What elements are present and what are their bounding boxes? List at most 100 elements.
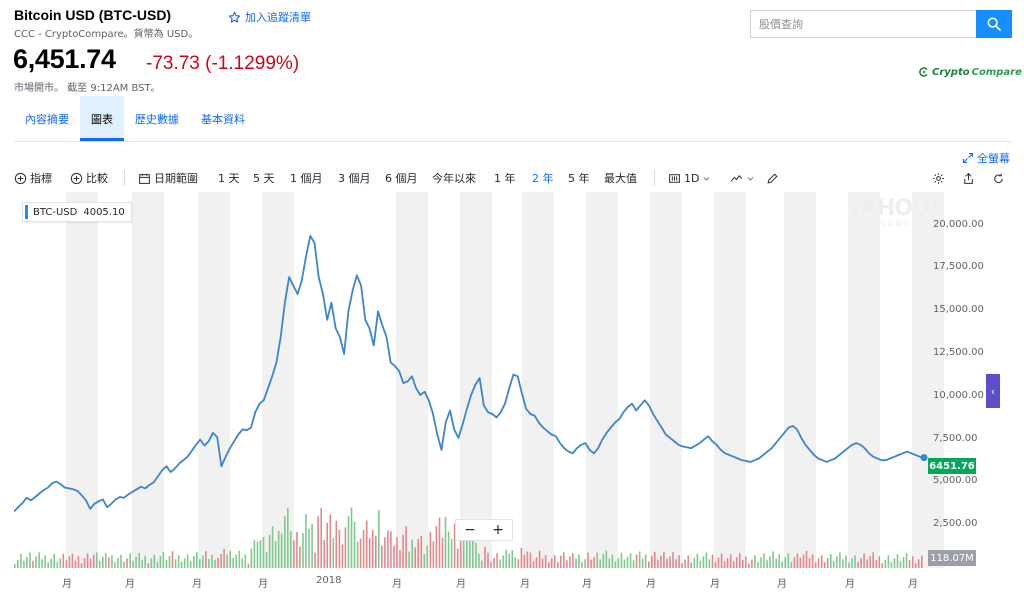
volume-bar — [817, 558, 820, 568]
volume-bar — [529, 552, 532, 568]
volume-bar — [402, 534, 404, 569]
series-legend[interactable]: BTC-USD 4005.10 — [22, 202, 132, 222]
settings-button[interactable] — [932, 166, 945, 190]
tab-chart[interactable]: 圖表 — [80, 96, 124, 141]
tab-profile[interactable]: 基本資料 — [201, 112, 245, 126]
volume-bar — [478, 553, 480, 568]
range-1y[interactable]: 1 年 — [494, 172, 516, 185]
volume-bar — [259, 540, 262, 569]
volume-bar — [466, 539, 468, 568]
chevron-down-icon — [747, 176, 754, 181]
chart-band — [650, 192, 682, 568]
volume-bar — [262, 537, 265, 568]
zoom-in-button[interactable]: + — [492, 522, 504, 538]
volume-bar — [65, 560, 68, 568]
volume-bar — [44, 555, 46, 568]
volume-bar — [429, 531, 432, 568]
chevron-down-icon — [704, 176, 710, 181]
volume-bar — [111, 555, 113, 568]
volume-bar — [796, 553, 799, 568]
volume-bar — [496, 553, 498, 568]
volume-bar — [126, 558, 128, 568]
range-1d[interactable]: 1 天 — [218, 172, 240, 185]
volume-bar — [544, 555, 547, 568]
volume-bar — [669, 556, 671, 568]
volume-bar — [226, 554, 228, 568]
volume-bar — [38, 552, 40, 568]
range-1m[interactable]: 1 個月 — [290, 172, 323, 185]
chart-type-dropdown[interactable] — [730, 166, 755, 190]
volume-bar — [547, 562, 550, 568]
volume-bar — [732, 561, 735, 568]
volume-bar — [745, 556, 747, 568]
range-3m[interactable]: 3 個月 — [338, 172, 371, 185]
volume-bar — [35, 556, 37, 568]
reset-button[interactable] — [992, 166, 1005, 190]
volume-bar — [117, 557, 119, 568]
volume-bar — [781, 561, 783, 568]
volume-bar — [217, 557, 219, 568]
volume-bar — [287, 507, 289, 568]
volume-bar — [411, 539, 413, 568]
search-icon — [987, 17, 1001, 31]
volume-bar — [71, 553, 74, 568]
volume-bar — [520, 547, 523, 568]
volume-bar — [541, 558, 544, 568]
search-input[interactable] — [750, 10, 976, 38]
volume-bar — [666, 558, 668, 568]
range-ytd[interactable]: 今年以來 — [432, 172, 476, 185]
add-to-watchlist-button[interactable]: 加入追蹤清單 — [228, 9, 311, 25]
x-tick-label: 月 — [456, 579, 466, 590]
volume-bar — [735, 557, 738, 568]
collapse-panel-button[interactable]: ‹ — [986, 374, 1000, 408]
volume-bar — [417, 538, 419, 568]
volume-bar — [693, 557, 696, 569]
price-chart[interactable] — [14, 192, 1012, 602]
volume-bar — [74, 560, 77, 568]
volume-bar — [462, 526, 465, 568]
indicators-label: 指標 — [30, 172, 52, 185]
volume-bar — [566, 560, 568, 568]
chart-band — [262, 192, 294, 568]
volume-tag: 118.07M — [928, 550, 976, 566]
quote-search — [750, 10, 1012, 38]
volume-bar — [866, 559, 868, 568]
range-max[interactable]: 最大值 — [604, 172, 637, 185]
share-button[interactable] — [962, 166, 975, 190]
volume-bar — [98, 560, 101, 569]
volume-bar — [614, 561, 617, 568]
volume-bar — [95, 552, 98, 568]
date-range-button[interactable]: 日期範圍 — [138, 166, 198, 190]
volume-bar — [150, 558, 153, 568]
fullscreen-button[interactable]: 全螢幕 — [962, 150, 1010, 166]
volume-bar — [144, 555, 146, 569]
volume-bar — [168, 555, 171, 568]
range-2y[interactable]: 2 年 — [532, 172, 554, 185]
tab-historical-data[interactable]: 歷史數據 — [135, 112, 179, 126]
compare-button[interactable]: 比較 — [70, 166, 108, 190]
interval-label: 1D — [684, 171, 700, 185]
volume-bar — [271, 526, 274, 568]
volume-bar — [921, 555, 923, 568]
range-5d[interactable]: 5 天 — [253, 172, 275, 185]
search-button[interactable] — [976, 10, 1012, 38]
zoom-out-button[interactable]: − — [464, 522, 476, 538]
volume-bar — [836, 556, 838, 568]
volume-bar — [472, 524, 474, 568]
volume-bar — [632, 560, 635, 568]
volume-bar — [153, 554, 156, 569]
draw-button[interactable] — [766, 166, 779, 190]
volume-bar — [826, 558, 829, 568]
interval-dropdown[interactable]: 1D — [668, 166, 711, 190]
x-tick-label: 月 — [192, 579, 202, 590]
volume-bar — [578, 554, 580, 568]
volume-bar — [557, 562, 559, 568]
range-5y[interactable]: 5 年 — [568, 172, 590, 185]
indicators-button[interactable]: 指標 — [14, 166, 52, 190]
tab-summary[interactable]: 內容摘要 — [25, 112, 69, 126]
volume-bar — [526, 551, 529, 568]
y-tick-label: 2,500.00 — [933, 518, 978, 530]
watermark-line-1: YAHOO! — [848, 196, 940, 221]
volume-bar — [350, 507, 353, 568]
range-6m[interactable]: 6 個月 — [385, 172, 418, 185]
